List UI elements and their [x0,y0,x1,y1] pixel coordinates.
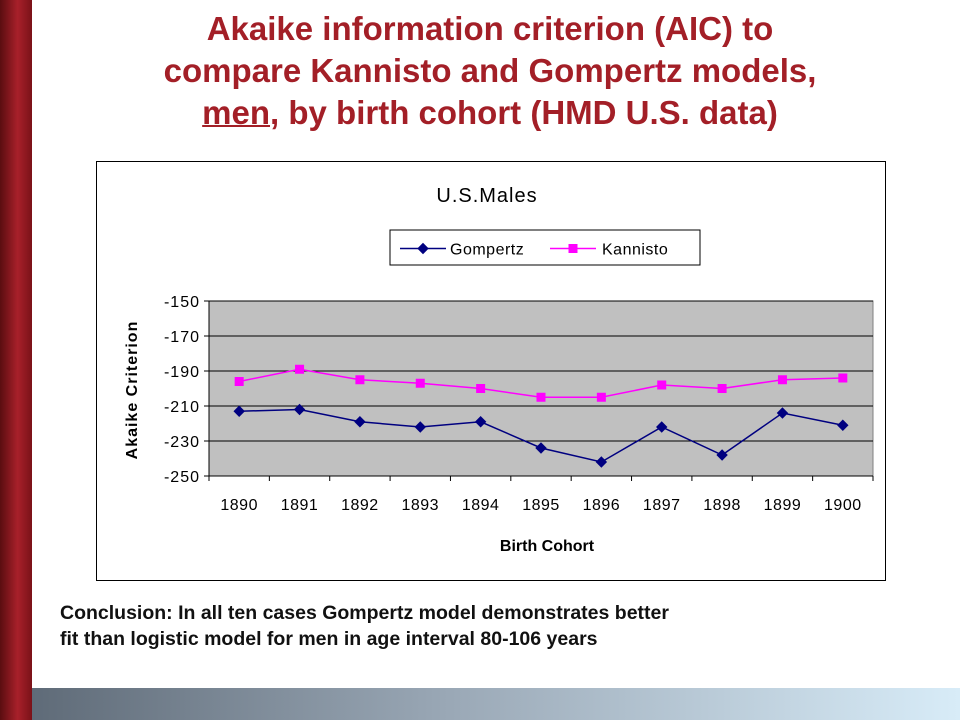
side-accent-bar [0,0,32,720]
y-tick-label: -250 [164,469,200,486]
data-point-kannisto [657,380,667,390]
plot-area: -150 -170 -190 -210 -230 -250 1890 1891 1892 1893… [164,294,874,514]
y-axis-label: Akaike Criterion [124,321,141,460]
chart-title: U.S.Males [436,185,537,207]
x-axis-label: Birth Cohort [500,538,595,555]
bottom-accent-bar [32,688,960,720]
slide-title: Akaike information criterion (AIC) to co… [40,8,940,134]
x-tick-label: 1893 [401,497,439,514]
y-tick-label: -210 [164,399,200,416]
data-point-gompertz [474,416,487,428]
y-tick-label: -170 [164,329,200,346]
y-tick-label: -150 [164,294,200,311]
legend-label-kannisto: Kannisto [602,242,668,259]
data-point-gompertz [776,407,789,419]
data-point-kannisto [536,392,546,402]
data-point-kannisto [717,384,727,393]
data-point-gompertz [293,403,306,416]
data-point-gompertz [535,442,547,454]
title-line-3-rest: , by birth cohort (HMD U.S. data) [270,94,778,131]
conclusion-line-2: fit than logistic model for men in age i… [60,628,598,650]
title-line-1: Akaike information criterion (AIC) to [206,10,774,47]
legend-marker-gompertz [417,242,429,255]
data-point-kannisto [777,375,787,385]
data-point-gompertz [716,449,728,461]
x-tick-label: 1899 [764,497,802,514]
x-tick-label: 1890 [220,497,258,514]
x-tick-label: 1894 [462,497,500,514]
title-underlined-word: men [202,94,271,131]
legend-label-gompertz: Gompertz [450,242,524,259]
x-tick-label: 1895 [522,497,560,514]
x-tick-label: 1891 [281,497,319,514]
chart-legend: Gompertz Kannisto [389,229,701,266]
chart-svg: U.S.Males Gompertz Kannisto -150-170-190-… [124,185,874,555]
data-point-kannisto [476,384,486,393]
data-point-gompertz [656,421,668,433]
data-point-kannisto [295,364,305,374]
title-line-3: men, by birth cohort (HMD U.S. data) [40,92,940,134]
y-tick-label: -190 [164,364,200,381]
data-point-gompertz [233,405,245,417]
data-point-gompertz [595,456,608,468]
chart-container: U.S.Males Gompertz Kannisto -150 -170 -190-… [96,161,886,581]
x-tick-label: 1900 [824,497,862,514]
conclusion-line-1: Conclusion: In all ten cases Gompertz mo… [60,602,669,624]
y-tick-label: -230 [164,434,200,451]
x-tick-label: 1892 [341,497,379,514]
data-point-kannisto [355,375,365,385]
data-point-kannisto [234,377,244,386]
data-point-gompertz [354,416,366,428]
data-point-kannisto [596,392,606,402]
x-tick-label: 1896 [583,497,621,514]
data-point-kannisto [838,373,848,383]
data-point-kannisto [415,378,425,388]
legend-box [389,229,701,266]
data-point-gompertz [837,419,849,431]
data-point-gompertz [414,421,426,433]
x-tick-label: 1897 [643,497,681,514]
conclusion-text: Conclusion: In all ten cases Gompertz mo… [60,600,940,652]
x-tick-label: 1898 [703,497,741,514]
title-line-2: compare Kannisto and Gompertz models, [163,52,817,89]
legend-marker-kannisto [568,244,578,253]
